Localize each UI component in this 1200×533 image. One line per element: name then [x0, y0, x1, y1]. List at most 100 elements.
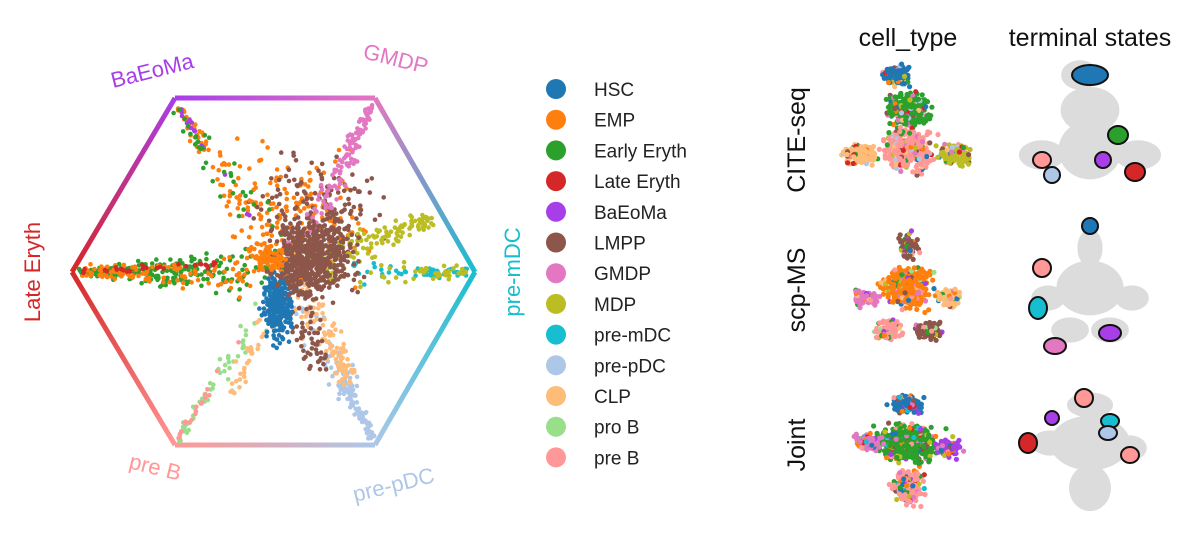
- embedding-point-emp: [912, 276, 919, 282]
- scatter-point-emp: [350, 215, 355, 220]
- scatter-point-emp: [265, 192, 270, 198]
- embedding-point-hsc: [888, 98, 894, 104]
- scatter-point-early-eryth: [116, 261, 122, 267]
- scatter-point-early-eryth: [186, 267, 191, 273]
- scatter-point-lmpp: [305, 276, 310, 282]
- scatter-point-lmpp: [338, 258, 344, 263]
- scatter-point-lmpp: [287, 285, 293, 291]
- scatter-point-emp: [336, 147, 342, 153]
- scatter-point-mdp: [401, 265, 407, 270]
- scatter-point-emp: [283, 257, 289, 262]
- scatter-point-lmpp: [335, 190, 341, 195]
- scatter-point-mdp: [368, 270, 374, 276]
- scatter-point-hsc: [272, 302, 278, 308]
- embedding-point-pre-b: [926, 149, 932, 155]
- scatter-point-lmpp: [340, 234, 345, 239]
- scatter-point-pre-mdc: [372, 264, 378, 270]
- scatter-point-lmpp: [342, 257, 347, 263]
- scatter-point-clp: [244, 346, 250, 351]
- terminal-state-gmdp: [1043, 337, 1067, 355]
- scatter-point-lmpp: [332, 257, 338, 262]
- scatter-point-gmdp: [355, 131, 361, 136]
- embedding-point-early-eryth: [923, 449, 929, 455]
- scatter-point-pro-b: [243, 328, 249, 333]
- scatter-point-early-eryth: [242, 262, 247, 268]
- scatter-point-early-eryth: [221, 275, 226, 281]
- embedding-point-early-eryth: [912, 110, 918, 116]
- scatter-point-lmpp: [284, 265, 289, 271]
- embedding-point-lmpp: [933, 337, 939, 343]
- embedding-point-lmpp: [966, 152, 972, 158]
- scatter-point-pre-pdc: [366, 435, 372, 440]
- scatter-point-early-eryth: [218, 194, 223, 199]
- embedding-point-early-eryth: [874, 430, 880, 436]
- scatter-point-lmpp: [293, 158, 299, 163]
- scatter-point-lmpp: [340, 245, 345, 251]
- scatter-point-emp: [130, 275, 135, 280]
- legend-label-pre-b: pre B: [594, 448, 639, 469]
- scatter-point-lmpp: [330, 212, 336, 218]
- scatter-point-gmdp: [316, 192, 322, 198]
- scatter-point-clp: [257, 317, 263, 323]
- scatter-point-mdp: [457, 270, 463, 275]
- scatter-point-emp: [258, 201, 264, 206]
- legend-item-lmpp: LMPP: [546, 232, 646, 255]
- scatter-point-emp: [252, 181, 258, 186]
- scatter-point-lmpp: [321, 256, 326, 262]
- scatter-point-mdp: [379, 263, 384, 268]
- embedding-point-lmpp: [914, 329, 921, 335]
- legend-marker-emp: [546, 109, 566, 130]
- scatter-point-emp: [221, 256, 227, 262]
- scatter-point-hsc: [279, 296, 284, 301]
- legend-label-pre-pdc: pre-pDC: [594, 356, 666, 377]
- scatter-point-lmpp: [308, 225, 313, 230]
- scatter-point-mdp: [437, 273, 443, 278]
- embedding-point-early-eryth: [929, 104, 935, 110]
- scatter-point-lmpp: [266, 218, 272, 224]
- embedding-point-mdp: [946, 160, 953, 166]
- scatter-point-emp: [238, 275, 243, 281]
- scatter-point-lmpp: [307, 221, 312, 226]
- scatter-point-lmpp: [294, 277, 299, 283]
- scatter-point-mdp: [393, 218, 399, 223]
- scatter-point-emp: [262, 259, 268, 265]
- scatter-point-gmdp: [323, 205, 329, 210]
- scatter-point-mdp: [430, 276, 436, 282]
- scatter-point-mdp: [387, 266, 393, 271]
- scatter-point-lmpp: [284, 275, 289, 281]
- scatter-point-emp: [193, 271, 198, 277]
- scatter-point-emp: [338, 195, 343, 201]
- embedding-point-gmdp: [949, 149, 955, 155]
- scatter-point-early-eryth: [262, 275, 268, 280]
- scatter-point-emp: [112, 276, 118, 282]
- scatter-point-early-eryth: [135, 258, 141, 264]
- scatter-point-lmpp: [306, 233, 312, 239]
- scatter-point-emp: [282, 186, 288, 192]
- scatter-point-pre-pdc: [348, 404, 353, 410]
- scatter-point-mdp: [443, 270, 449, 275]
- embedding-point-emp: [923, 286, 929, 292]
- embedding-point-gmdp: [914, 290, 920, 296]
- scatter-point-hsc: [284, 315, 290, 320]
- scatter-point-early-eryth: [236, 213, 242, 219]
- scatter-point-pro-b: [227, 365, 232, 371]
- legend-item-pre-pdc: pre-pDC: [546, 355, 666, 377]
- scatter-point-early-eryth: [240, 189, 246, 195]
- embedding-joint-cell-type: [851, 392, 967, 510]
- scatter-point-emp: [237, 201, 242, 207]
- scatter-point-lmpp: [292, 177, 297, 183]
- scatter-point-lmpp: [319, 161, 325, 167]
- scatter-point-hsc: [274, 321, 280, 327]
- embedding-point-lmpp: [927, 140, 933, 146]
- scatter-point-emp: [108, 269, 114, 275]
- scatter-point-emp: [265, 145, 270, 150]
- scatter-point-clp: [249, 348, 254, 353]
- scatter-point-lmpp: [304, 270, 310, 275]
- scatter-point-lmpp: [372, 217, 378, 222]
- embedding-point-lmpp: [928, 336, 934, 342]
- embedding-point-emp: [878, 284, 884, 290]
- scatter-point-clp: [229, 381, 235, 386]
- scatter-point-clp: [321, 330, 327, 335]
- scatter-point-mdp: [426, 225, 431, 230]
- scatter-point-pre-pdc: [366, 420, 372, 426]
